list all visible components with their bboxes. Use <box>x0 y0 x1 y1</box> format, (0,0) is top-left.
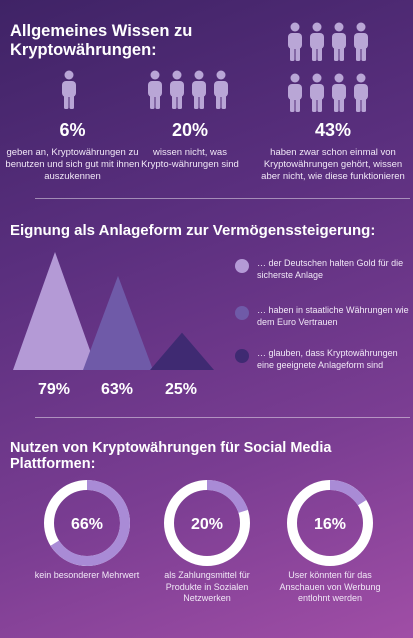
knowledge-item-43: 43% haben zwar schon einmal von Kryptowä… <box>255 120 411 183</box>
donut-20: 20% <box>162 478 252 573</box>
person-icon <box>332 73 346 112</box>
legend-dot-crypto <box>235 349 249 363</box>
knowledge-desc-6: geben an, Kryptowährungen zu benutzen un… <box>5 147 140 182</box>
donut-value-label: 66% <box>71 516 103 533</box>
knowledge-desc-43: haben zwar schon einmal von Kryptowährun… <box>261 147 405 182</box>
section-divider <box>35 417 410 418</box>
section-divider <box>35 198 410 199</box>
donut-arc <box>44 480 130 566</box>
donut-chart-66: 66% <box>44 480 130 566</box>
donut-66: 66% <box>42 478 132 573</box>
person-icon <box>170 70 184 109</box>
person-icon <box>214 70 228 109</box>
person-icon <box>332 22 346 61</box>
triangle-gold <box>13 252 97 370</box>
donut-chart-20: 20% <box>164 480 250 566</box>
triangle-euro <box>83 275 153 370</box>
person-icon-group-43 <box>286 22 390 114</box>
triangle-value-label-gold: 79% <box>38 381 71 398</box>
legend-dot-euro <box>235 306 249 320</box>
donut-desc-16: User könnten für das Anschauen von Werbu… <box>279 570 381 603</box>
person-icon <box>62 70 76 109</box>
knowledge-pct-43: 43% <box>314 120 352 140</box>
social-title: Nutzen von Kryptowährungen für Social Me… <box>10 440 332 472</box>
donut-arc <box>287 480 373 566</box>
person-icon <box>310 73 324 112</box>
knowledge-item-20: 20% wissen nicht, was Krypto-währungen s… <box>140 120 240 171</box>
donut-chart-16: 16% <box>287 480 373 566</box>
triangle-value-label-crypto: 25% <box>165 381 198 398</box>
investment-title: Eignung als Anlageform zur Vermögensstei… <box>10 222 376 239</box>
knowledge-desc-20: wissen nicht, was Krypto-währungen sind <box>141 147 239 170</box>
triangle-crypto <box>150 332 214 370</box>
legend-text-gold: … der Deutschen halten Gold für die sich… <box>257 258 404 280</box>
person-icon <box>354 73 368 112</box>
person-icon <box>288 73 302 112</box>
legend-text-crypto: … glauben, dass Kryptowährungen eine gee… <box>257 348 398 370</box>
triangle-value-label-euro: 63% <box>101 381 134 398</box>
donut-arc <box>164 480 250 566</box>
person-icon <box>192 70 206 109</box>
person-icon <box>310 22 324 61</box>
person-icon-group-6 <box>60 70 84 114</box>
person-icon <box>148 70 162 109</box>
legend-dot-gold <box>235 259 249 273</box>
donut-16: 16% <box>285 478 375 573</box>
donut-desc-20: als Zahlungsmittel für Produkte in Sozia… <box>164 570 250 603</box>
knowledge-pct-6: 6% <box>59 120 86 140</box>
legend-text-euro: … haben in staatliche Währungen wie dem … <box>257 305 409 327</box>
knowledge-title: Allgemeines Wissen zu Kryptowährungen: <box>10 22 193 59</box>
donut-desc-66: kein besonderer Mehrwert <box>34 570 140 580</box>
person-icon <box>288 22 302 61</box>
donut-value-label: 16% <box>314 516 346 533</box>
knowledge-item-6: 6% geben an, Kryptowährungen zu benutzen… <box>5 120 140 183</box>
donut-value-label: 20% <box>191 516 223 533</box>
person-icon-group-20 <box>146 70 246 114</box>
person-icon <box>354 22 368 61</box>
knowledge-pct-20: 20% <box>171 120 209 140</box>
triangle-chart <box>13 252 214 370</box>
